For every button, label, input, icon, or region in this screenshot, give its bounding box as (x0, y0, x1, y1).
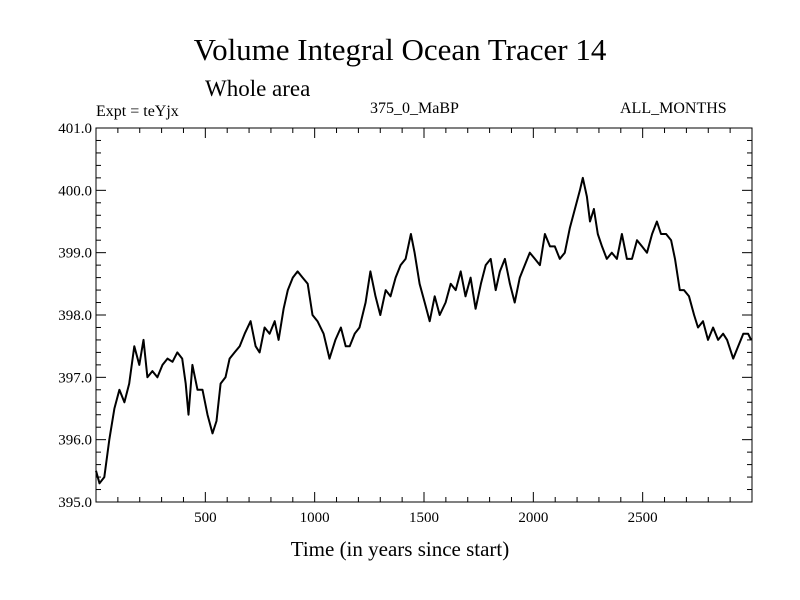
axis-ticks (96, 128, 752, 502)
y-tick-label: 399.0 (58, 246, 92, 262)
chart-subtitle: Whole area (205, 76, 311, 101)
chart-title: Volume Integral Ocean Tracer 14 (193, 32, 607, 67)
y-tick-label: 398.0 (58, 308, 92, 324)
x-tick-label: 1500 (409, 510, 439, 526)
x-tick-label: 500 (194, 510, 217, 526)
x-tick-label: 1000 (300, 510, 330, 526)
y-tick-label: 401.0 (58, 121, 92, 137)
y-tick-label: 395.0 (58, 495, 92, 511)
tick-labels: 500 1000 1500 2000 2500 395.0 396.0 397.0 398.0 3… (58, 121, 657, 526)
y-tick-label: 397.0 (58, 370, 92, 386)
x-tick-label: 2500 (628, 510, 658, 526)
run-label: 375_0_MaBP (370, 100, 459, 117)
x-axis-label: Time (in years since start) (290, 537, 510, 561)
months-label: ALL_MONTHS (620, 100, 727, 117)
series-line (95, 176, 753, 485)
y-tick-label: 396.0 (58, 433, 92, 449)
x-tick-label: 2000 (518, 510, 548, 526)
experiment-label: Expt = teYjx (96, 103, 179, 120)
y-tick-label: 400.0 (58, 183, 92, 199)
plot-frame (95, 127, 753, 503)
